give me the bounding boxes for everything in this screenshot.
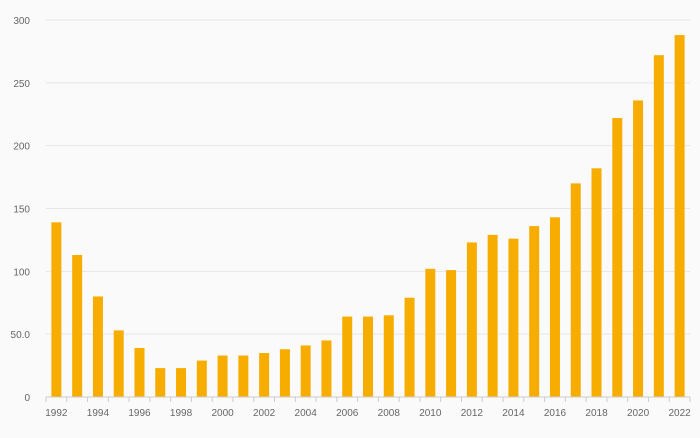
- bar-1995: [113, 330, 124, 397]
- y-tick-label: 0: [24, 393, 30, 404]
- bar-1999: [196, 360, 207, 397]
- y-tick-label: 250: [13, 79, 30, 90]
- bar-2007: [363, 316, 373, 397]
- x-axis: [45, 396, 691, 402]
- y-tick-label: 200: [13, 142, 30, 153]
- x-tick-label: 2016: [544, 408, 567, 419]
- bar-2011: [446, 270, 457, 397]
- bar-2014: [508, 238, 519, 397]
- x-tick-label: 1994: [87, 408, 110, 419]
- bar-2019: [612, 118, 623, 398]
- x-tick-label: 1992: [45, 408, 68, 419]
- x-tick-label: 2012: [461, 408, 484, 419]
- x-axis-labels: 1992 1994 1996 1998 2000 2002 2004 2006 2008 2010…: [45, 408, 691, 419]
- x-tick-label: 2004: [295, 408, 318, 419]
- bar-2021: [653, 55, 664, 397]
- x-tick-label: 2008: [378, 408, 401, 419]
- bar-2001: [238, 355, 249, 397]
- bar-2002: [259, 353, 270, 397]
- y-tick-label: 50.0: [11, 330, 31, 341]
- x-tick-label: 2020: [627, 408, 650, 419]
- x-tick-label: 2010: [419, 408, 442, 419]
- bar-2018: [591, 168, 602, 397]
- bar-2013: [487, 234, 498, 397]
- x-tick-label: 2022: [668, 408, 691, 419]
- bar-1997: [155, 368, 166, 397]
- bar-2003: [279, 349, 290, 397]
- bar-2012: [466, 242, 477, 397]
- y-tick-label: 300: [13, 16, 30, 27]
- bar-2006: [342, 316, 353, 397]
- x-tick-label: 2000: [211, 408, 234, 419]
- x-tick-label: 1998: [170, 408, 193, 419]
- x-tick-label: 1996: [128, 408, 151, 419]
- bar-2000: [217, 355, 228, 397]
- bar-2017: [570, 183, 581, 397]
- bar-1993: [72, 254, 83, 397]
- y-tick-label: 150: [13, 205, 30, 216]
- bar-2010: [425, 268, 436, 397]
- x-tick-label: 2002: [253, 408, 276, 419]
- x-tick-label: 2014: [502, 408, 525, 419]
- x-tick-label: 2006: [336, 408, 359, 419]
- bar-1998: [176, 368, 187, 397]
- bar-2005: [321, 340, 332, 397]
- y-axis-labels: 0 50.0 100 150 200 250 300: [11, 16, 31, 404]
- bar-1996: [134, 347, 145, 397]
- bar-2004: [300, 345, 311, 397]
- bar-1992: [51, 222, 62, 397]
- bar-2008: [383, 315, 394, 397]
- bar-2015: [529, 226, 540, 397]
- bar-2020: [633, 100, 644, 397]
- bars: [51, 35, 685, 398]
- y-tick-label: 100: [13, 267, 30, 278]
- gridlines: [46, 19, 690, 335]
- bar-1994: [92, 296, 103, 397]
- x-tick-label: 2018: [585, 408, 608, 419]
- bar-2016: [549, 217, 560, 397]
- bar-2022: [674, 35, 685, 397]
- bar-2009: [404, 297, 415, 397]
